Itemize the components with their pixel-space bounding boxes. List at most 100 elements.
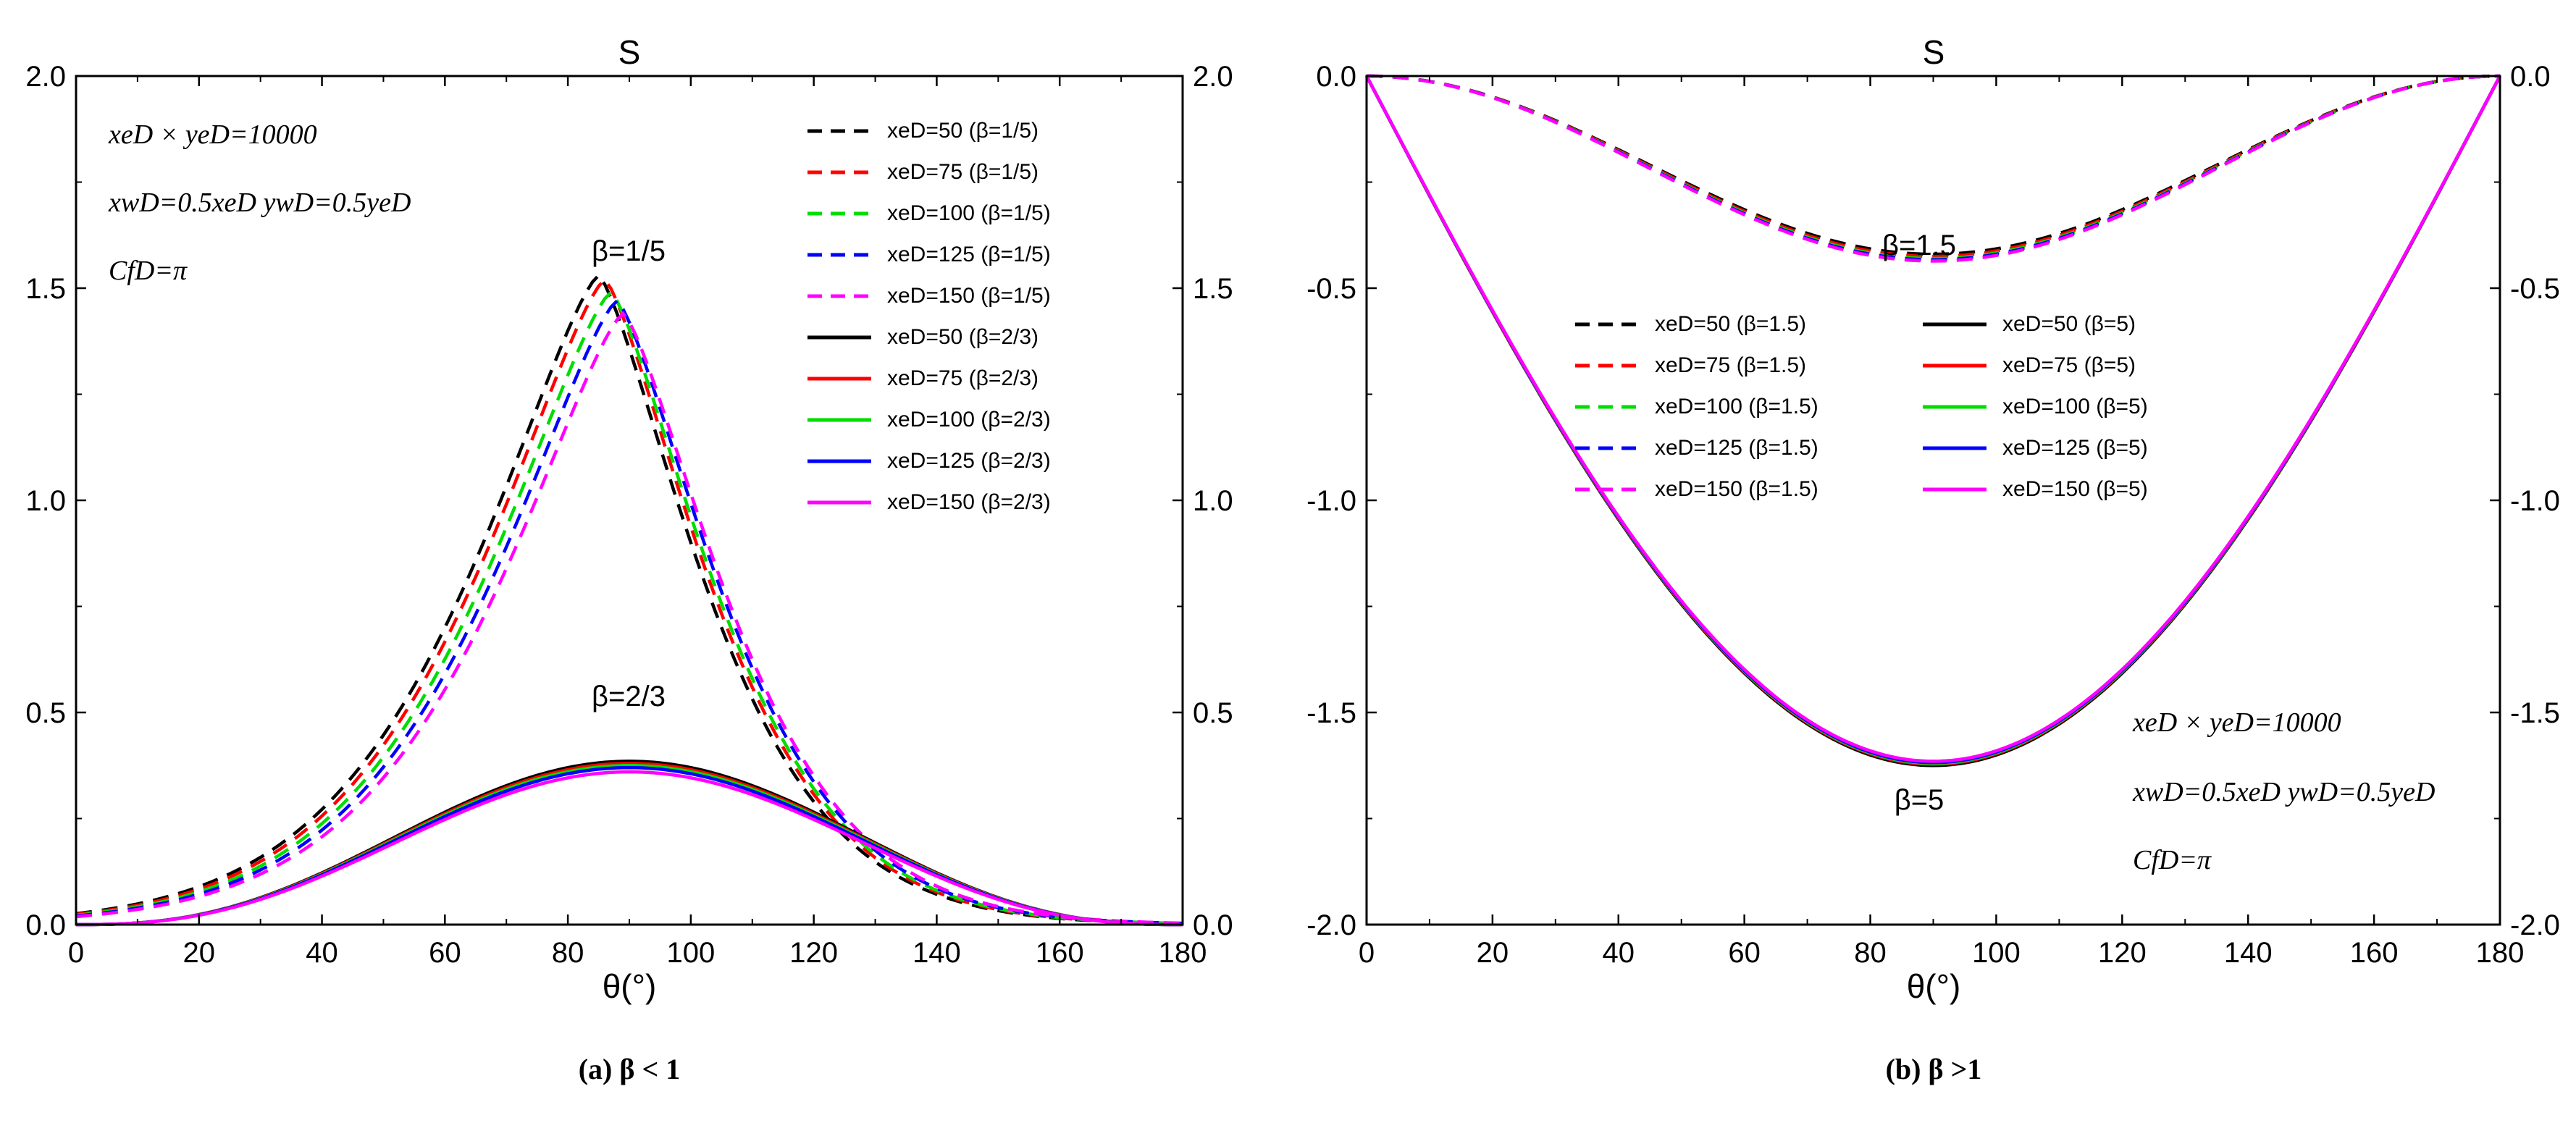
legend-label-xed-75-5: xeD=75 (β=5) — [2002, 353, 2136, 377]
y-tick-label: 0.5 — [25, 697, 66, 729]
y-tick-label-right: -1.0 — [2510, 485, 2560, 517]
legend-label-xed-150-5: xeD=150 (β=5) — [2002, 477, 2148, 501]
x-tick-label: 60 — [1728, 937, 1761, 969]
legend-label-xed-125-5: xeD=125 (β=5) — [2002, 436, 2148, 460]
series-line-xed-150-5 — [1365, 75, 2501, 763]
legend-label-xed-125-1-5: xeD=125 (β=1.5) — [1655, 436, 1818, 460]
series-line-xed-150-1-5 — [75, 311, 1183, 925]
x-tick-label: 100 — [1972, 937, 2021, 969]
x-tick-label: 140 — [912, 937, 961, 969]
legend-label-xed-75-2-3: xeD=75 (β=2/3) — [887, 366, 1039, 390]
x-tick-label: 180 — [2476, 937, 2525, 969]
series-line-xed-50-2-3 — [76, 760, 1183, 927]
x-tick-label: 100 — [667, 937, 716, 969]
y-tick-label-right: -1.5 — [2510, 697, 2560, 729]
x-tick-label: 80 — [1854, 937, 1887, 969]
panel-a-curves — [75, 272, 1183, 927]
x-tick-label: 40 — [1603, 937, 1635, 969]
curve-label-beta-1-5: β=1/5 — [592, 235, 666, 267]
panel-b-curves — [1365, 74, 2501, 767]
x-tick-label: 0 — [1359, 937, 1375, 969]
y-tick-label: 1.0 — [25, 485, 66, 517]
series-line-xed-100-5 — [1365, 75, 2501, 765]
y-tick-label: 2.0 — [25, 61, 66, 93]
panel-b-annotation-line-1: xeD × yeD=10000 — [2132, 707, 2341, 738]
x-tick-label: 20 — [183, 937, 216, 969]
panel-a-annotation-line-1: xeD × yeD=10000 — [108, 119, 317, 150]
panel-b-annotation-line-2: xwD=0.5xeD ywD=0.5yeD — [2132, 777, 2435, 807]
x-tick-label: 80 — [552, 937, 584, 969]
series-line-xed-75-5 — [1365, 75, 2501, 766]
legend-label-xed-50-5: xeD=50 (β=5) — [2002, 312, 2136, 336]
y-tick-label-right: 0.5 — [1193, 697, 1233, 729]
panel-a-caption: (a) β < 1 — [579, 1053, 681, 1085]
series-line-xed-125-1-5 — [75, 298, 1183, 925]
x-tick-label: 160 — [1036, 937, 1084, 969]
legend-label-xed-150-2-3: xeD=150 (β=2/3) — [887, 490, 1051, 514]
legend-label-xed-100-1-5: xeD=100 (β=1/5) — [887, 201, 1051, 225]
y-tick-label-right: 0.0 — [1193, 909, 1233, 941]
series-line-xed-75-2-3 — [76, 762, 1183, 927]
curve-label-beta-5: β=5 — [1895, 784, 1944, 816]
series-line-xed-50-1-5 — [75, 272, 1183, 925]
y-tick-label: -1.0 — [1306, 485, 1356, 517]
y-tick-label: -0.5 — [1306, 273, 1356, 305]
y-tick-label: -2.0 — [1306, 909, 1356, 941]
x-tick-label: 120 — [2098, 937, 2147, 969]
legend-label-xed-150-1-5: xeD=150 (β=1/5) — [887, 284, 1051, 308]
series-line-xed-75-1-5 — [75, 277, 1183, 925]
panel-b: S 0 20 40 60 80 100 120 140 160 180-2.0 -2.0-1.5 -1… — [1306, 33, 2560, 1085]
legend-label-xed-150-1-5: xeD=150 (β=1.5) — [1655, 477, 1818, 501]
y-tick-label-right: -2.0 — [2510, 909, 2560, 941]
y-tick-label: 0.0 — [25, 909, 66, 941]
y-tick-label-right: 1.0 — [1193, 485, 1233, 517]
legend-label-xed-50-1-5: xeD=50 (β=1.5) — [1655, 312, 1806, 336]
x-tick-label: 60 — [429, 937, 461, 969]
series-line-xed-150-2-3 — [76, 770, 1183, 927]
legend-label-xed-75-1-5: xeD=75 (β=1.5) — [1655, 353, 1806, 377]
panel-b-legend: xeD=50 (β=1.5) xeD=75 (β=1.5) xeD=100 (β=1… — [1575, 312, 2148, 501]
series-line-xed-150-1-5 — [1366, 74, 2501, 263]
y-tick-label-right: 1.5 — [1193, 273, 1233, 305]
y-tick-label: 0.0 — [1316, 61, 1356, 93]
y-tick-label: -1.5 — [1306, 697, 1356, 729]
x-tick-label: 40 — [306, 937, 338, 969]
legend-label-xed-100-1-5: xeD=100 (β=1.5) — [1655, 395, 1818, 419]
panel-b-title: S — [1923, 33, 1945, 71]
series-line-xed-50-5 — [1365, 75, 2501, 767]
y-tick-label-right: -0.5 — [2510, 273, 2560, 305]
legend-label-xed-50-1-5: xeD=50 (β=1/5) — [887, 119, 1039, 143]
x-tick-label: 20 — [1477, 937, 1509, 969]
series-line-xed-100-1-5 — [75, 290, 1183, 925]
x-tick-label: 120 — [789, 937, 838, 969]
y-tick-label: 1.5 — [25, 273, 66, 305]
y-tick-label-right: 2.0 — [1193, 61, 1233, 93]
panel-a-legend: xeD=50 (β=1/5) xeD=75 (β=1/5) xeD=100 (β=1… — [807, 119, 1051, 514]
panel-a-annotation: xeD × yeD=10000 xwD=0.5xeD ywD=0.5yeD Cf… — [108, 119, 411, 286]
legend-label-xed-100-5: xeD=100 (β=5) — [2002, 395, 2148, 419]
legend-label-xed-50-2-3: xeD=50 (β=2/3) — [887, 325, 1039, 349]
panel-a-annotation-line-2: xwD=0.5xeD ywD=0.5yeD — [108, 188, 411, 218]
x-tick-label: 140 — [2224, 937, 2273, 969]
panel-b-annotation: xeD × yeD=10000 xwD=0.5xeD ywD=0.5yeD Cf… — [2132, 707, 2435, 875]
panel-a-annotation-line-3: CfD=π — [109, 256, 188, 286]
panel-b-caption: (b) β >1 — [1886, 1053, 1982, 1085]
panel-b-xlabel: θ(°) — [1907, 967, 1961, 1005]
x-tick-label: 160 — [2350, 937, 2399, 969]
y-tick-label-right: 0.0 — [2510, 61, 2551, 93]
series-line-xed-125-5 — [1365, 75, 2501, 765]
series-line-xed-100-2-3 — [76, 764, 1183, 927]
panel-a-xlabel: θ(°) — [603, 967, 657, 1005]
legend-label-xed-125-1-5: xeD=125 (β=1/5) — [887, 243, 1051, 266]
curve-label-beta-1-5b: β=1.5 — [1882, 230, 1956, 261]
legend-label-xed-125-2-3: xeD=125 (β=2/3) — [887, 449, 1051, 473]
curve-label-beta-2-3: β=2/3 — [592, 681, 666, 712]
x-tick-label: 180 — [1159, 937, 1207, 969]
panel-a-title: S — [618, 33, 641, 71]
series-line-xed-125-2-3 — [76, 765, 1183, 927]
legend-label-xed-75-1-5: xeD=75 (β=1/5) — [887, 160, 1039, 184]
x-tick-label: 0 — [68, 937, 84, 969]
panel-b-annotation-line-3: CfD=π — [2133, 845, 2212, 875]
